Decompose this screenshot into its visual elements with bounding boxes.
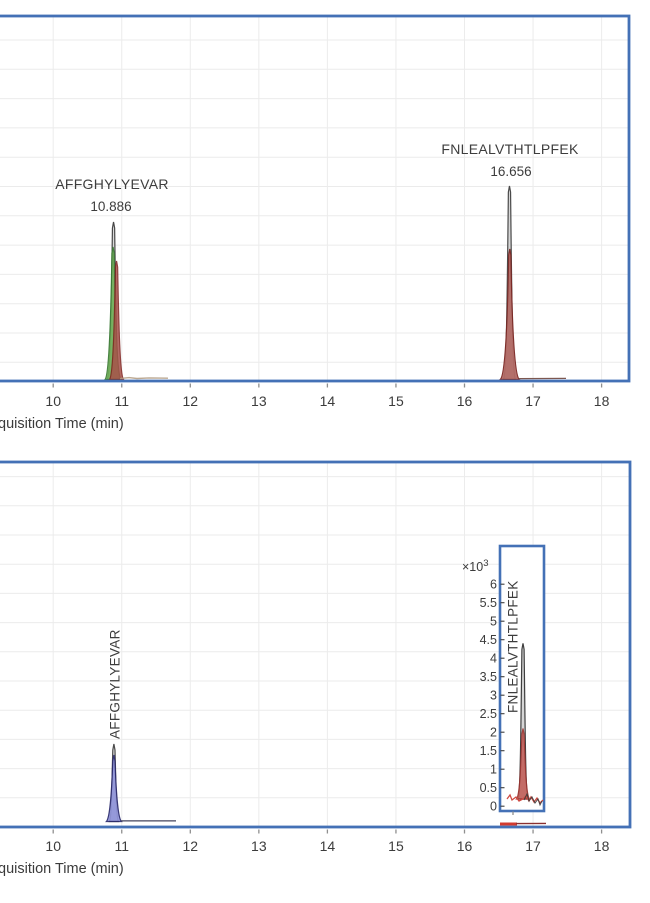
top-peak2-rt: 16.656 [490,164,531,179]
inset-y-tick-label: 5 [490,615,497,629]
bottom-peak-traces [105,743,123,823]
x-tick-label: 10 [45,393,61,409]
top-peak2-label: FNLEALVTHTLPFEK [441,141,579,157]
x-tick-label: 15 [388,393,404,409]
top-vertical-gridlines [52,16,603,381]
top-x-axis-title: quisition Time (min) [0,416,124,432]
x-tick-label: 14 [320,838,336,854]
x-tick-label: 14 [320,393,336,409]
inset-y-tick-label: 3.5 [480,670,497,684]
x-tick-label: 10 [45,838,61,854]
top-peak-traces [103,185,521,381]
x-tick-label: 15 [388,838,404,854]
bottom-peak-label: AFFGHYLYEVAR [108,629,123,739]
inset-peak-traces [515,643,531,800]
peak2-red-trace [498,248,521,381]
x-tick-label: 13 [251,393,267,409]
x-tick-label: 13 [251,838,267,854]
x-tick-label: 16 [457,838,473,854]
top-chromatogram: AFFGHYLYEVAR 10.886 FNLEALVTHTLPFEK 16.6… [0,14,631,432]
inset-y-tick-label: 0.5 [480,781,497,795]
inset-y-tick-label: 5.5 [480,596,497,610]
inset-peak-label: FNLEALVTHTLPFEK [506,580,521,713]
x-tick-label: 12 [183,393,199,409]
top-x-axis: 10 11 12 13 14 15 16 17 18 [45,383,610,409]
inset-y-tick-label: 3 [490,689,497,703]
inset-y-tick-label: 1 [490,763,497,777]
x-tick-label: 11 [114,393,129,409]
x-tick-label: 11 [114,838,129,854]
inset-y-tick-label: 6 [490,578,497,592]
inset-y-tick-label: 1.5 [480,744,497,758]
bottom-x-axis: 10 11 12 13 14 15 16 17 18 [45,829,610,854]
x-tick-label: 17 [525,838,541,854]
inset-y-axis: 6 5.5 5 4.5 4 3.5 3 2.5 2 1.5 1 0.5 0 [480,578,505,814]
top-peak1-rt: 10.886 [90,199,131,214]
peak1-red-trace [108,260,125,381]
zoom-inset: ×103 6 5.5 5 4.5 4 3.5 3 2.5 2 1.5 1 0.5 0 FNLEALVTH… [462,544,546,815]
bottom-chromatogram: AFFGHYLYEVAR ×103 65.554.543.532.521.510… [0,460,632,877]
peak1-baseline-tail [119,376,169,380]
top-peak1-label: AFFGHYLYEVAR [55,176,169,192]
inset-y-tick-label: 0 [490,800,497,814]
inset-y-tick-label: 2 [490,726,497,740]
inset-black-noise-trace [523,792,543,807]
bottom-chart-frame [0,460,632,829]
x-tick-label: 18 [594,393,610,409]
inset-y-tick-label: 4 [490,652,497,666]
x-tick-label: 12 [183,838,199,854]
x-tick-label: 17 [525,393,541,409]
inset-red-trace [515,728,531,800]
top-horizontal-gridlines [0,39,630,363]
inset-y-scale: ×103 [462,558,489,574]
inset-y-tick-label: 2.5 [480,707,497,721]
bottom-x-axis-title: quisition Time (min) [0,861,124,877]
blue-peak-trace [105,754,123,823]
x-tick-label: 18 [594,838,610,854]
inset-y-tick-label: 4.5 [480,633,497,647]
x-tick-label: 16 [457,393,473,409]
top-chart-frame [0,14,631,383]
